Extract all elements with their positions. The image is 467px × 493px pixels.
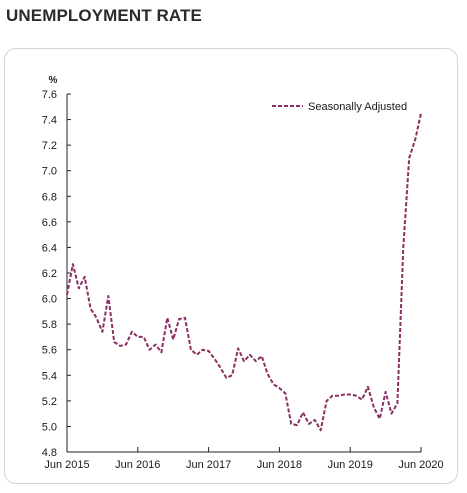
y-tick-label: 7.2	[42, 140, 57, 152]
legend: Seasonally Adjusted	[272, 101, 407, 113]
x-tick-label: Jun 2017	[186, 459, 231, 471]
series-line-seasonally-adjusted	[66, 112, 422, 432]
y-tick-label: 6.0	[42, 294, 57, 306]
y-tick-label: 5.8	[42, 319, 57, 331]
x-tick-label: Jun 2018	[257, 459, 302, 471]
y-tick-label: 5.2	[42, 396, 57, 408]
x-axis: Jun 2015 Jun 2016 Jun 2017 Jun 2018 Jun 2019…	[44, 447, 444, 471]
y-tick-label: 7.6	[42, 89, 57, 101]
y-tick-label: 6.8	[42, 191, 57, 203]
y-tick-label: 7.0	[42, 166, 57, 178]
legend-label: Seasonally Adjusted	[308, 101, 407, 113]
x-tick-label: Jun 2019	[328, 459, 373, 471]
y-tick-label: 4.8	[42, 447, 57, 459]
x-tick-label: Jun 2020	[398, 459, 443, 471]
y-tick-label: 5.0	[42, 421, 57, 433]
y-axis: 4.8 5.0 5.2 5.4 5.6 5.8 6.0 6.2 6.4 6.6 6.8 7.0 7.2 7…	[42, 89, 71, 459]
series-group	[66, 112, 422, 432]
y-tick-label: 6.4	[42, 242, 57, 254]
y-tick-label: 5.6	[42, 345, 57, 357]
y-tick-label: 6.6	[42, 217, 57, 229]
x-tick-label: Jun 2016	[115, 459, 160, 471]
y-tick-label: 6.2	[42, 268, 57, 280]
page-title: UNEMPLOYMENT RATE	[6, 6, 202, 25]
x-tick-label: Jun 2015	[44, 459, 89, 471]
y-tick-label: 5.4	[42, 370, 57, 382]
y-tick-label: 7.4	[42, 115, 57, 127]
y-axis-unit-label: %	[49, 75, 58, 86]
